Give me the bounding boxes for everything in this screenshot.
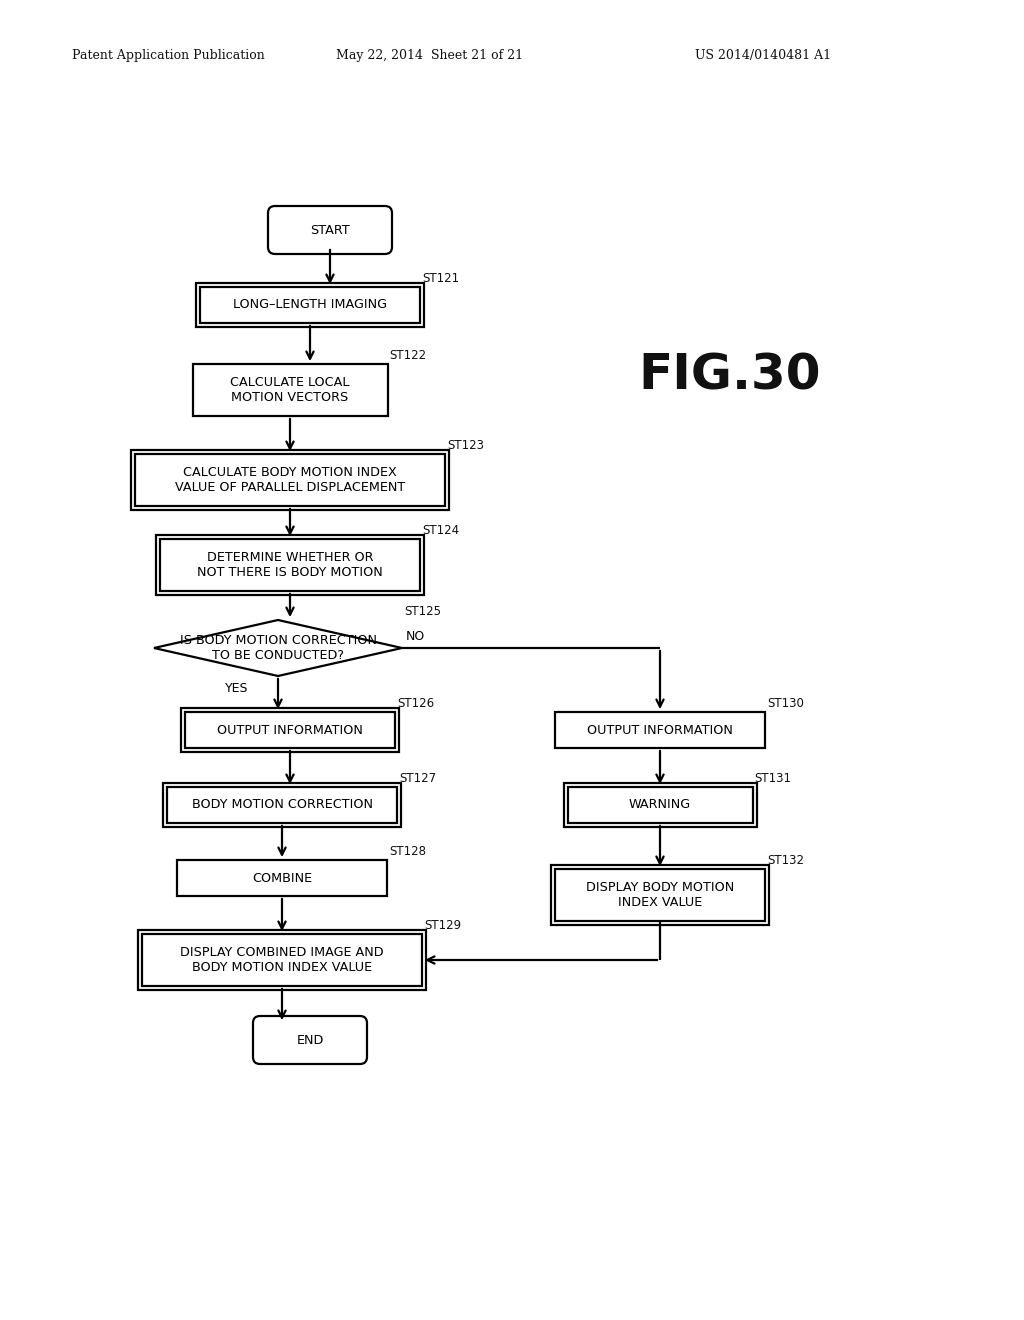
FancyBboxPatch shape: [555, 869, 765, 921]
Text: ST127: ST127: [399, 772, 436, 785]
Text: FIG.30: FIG.30: [639, 351, 821, 399]
FancyBboxPatch shape: [567, 787, 753, 822]
Text: CALCULATE LOCAL
MOTION VECTORS: CALCULATE LOCAL MOTION VECTORS: [230, 376, 349, 404]
Text: ST132: ST132: [767, 854, 804, 867]
FancyBboxPatch shape: [268, 206, 392, 253]
Text: CALCULATE BODY MOTION INDEX
VALUE OF PARALLEL DISPLACEMENT: CALCULATE BODY MOTION INDEX VALUE OF PAR…: [175, 466, 406, 494]
FancyBboxPatch shape: [185, 711, 395, 748]
Text: ST121: ST121: [422, 272, 459, 285]
Text: ST124: ST124: [422, 524, 459, 537]
FancyBboxPatch shape: [142, 935, 422, 986]
FancyBboxPatch shape: [200, 286, 420, 323]
Text: END: END: [296, 1034, 324, 1047]
Text: LONG–LENGTH IMAGING: LONG–LENGTH IMAGING: [233, 298, 387, 312]
Text: COMBINE: COMBINE: [252, 871, 312, 884]
FancyBboxPatch shape: [253, 1016, 367, 1064]
Text: Patent Application Publication: Patent Application Publication: [72, 49, 265, 62]
Text: DISPLAY BODY MOTION
INDEX VALUE: DISPLAY BODY MOTION INDEX VALUE: [586, 880, 734, 909]
FancyBboxPatch shape: [160, 539, 420, 591]
FancyBboxPatch shape: [167, 787, 397, 822]
Text: NO: NO: [406, 630, 425, 643]
Text: ST122: ST122: [389, 348, 427, 362]
Text: OUTPUT INFORMATION: OUTPUT INFORMATION: [587, 723, 733, 737]
Text: ST125: ST125: [404, 605, 441, 618]
Text: ST129: ST129: [424, 919, 461, 932]
Text: YES: YES: [224, 682, 248, 696]
Polygon shape: [154, 620, 402, 676]
Text: ST131: ST131: [755, 772, 792, 785]
Text: WARNING: WARNING: [629, 799, 691, 812]
Text: DETERMINE WHETHER OR
NOT THERE IS BODY MOTION: DETERMINE WHETHER OR NOT THERE IS BODY M…: [198, 550, 383, 579]
FancyBboxPatch shape: [177, 861, 387, 896]
Text: OUTPUT INFORMATION: OUTPUT INFORMATION: [217, 723, 362, 737]
Text: May 22, 2014  Sheet 21 of 21: May 22, 2014 Sheet 21 of 21: [337, 49, 523, 62]
FancyBboxPatch shape: [135, 454, 445, 506]
FancyBboxPatch shape: [555, 711, 765, 748]
Text: START: START: [310, 223, 350, 236]
Text: DISPLAY COMBINED IMAGE AND
BODY MOTION INDEX VALUE: DISPLAY COMBINED IMAGE AND BODY MOTION I…: [180, 946, 384, 974]
Text: ST126: ST126: [397, 697, 434, 710]
Text: ST123: ST123: [447, 440, 484, 451]
FancyBboxPatch shape: [193, 364, 387, 416]
Text: BODY MOTION CORRECTION: BODY MOTION CORRECTION: [191, 799, 373, 812]
Text: IS BODY MOTION CORRECTION
TO BE CONDUCTED?: IS BODY MOTION CORRECTION TO BE CONDUCTE…: [179, 634, 377, 663]
Text: ST130: ST130: [767, 697, 804, 710]
Text: ST128: ST128: [389, 845, 426, 858]
Text: US 2014/0140481 A1: US 2014/0140481 A1: [695, 49, 831, 62]
